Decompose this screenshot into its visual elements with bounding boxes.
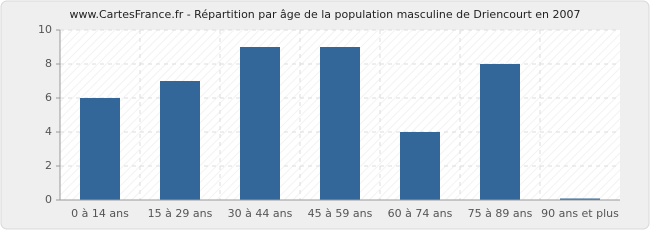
bar bbox=[400, 132, 440, 200]
x-tick-label: 90 ans et plus bbox=[541, 207, 619, 220]
x-tick-label: 60 à 74 ans bbox=[388, 207, 453, 220]
x-tick-label: 45 à 59 ans bbox=[308, 207, 373, 220]
x-tick-label: 75 à 89 ans bbox=[468, 207, 533, 220]
x-tick-label: 0 à 14 ans bbox=[71, 207, 129, 220]
chart-title: www.CartesFrance.fr - Répartition par âg… bbox=[70, 8, 581, 21]
bar bbox=[160, 81, 200, 200]
y-tick-label: 6 bbox=[45, 91, 52, 104]
bar bbox=[240, 47, 280, 200]
x-tick-label: 30 à 44 ans bbox=[228, 207, 293, 220]
y-tick-label: 10 bbox=[38, 23, 52, 36]
x-tick-label: 15 à 29 ans bbox=[148, 207, 213, 220]
chart: www.CartesFrance.fr - Répartition par âg… bbox=[0, 0, 650, 230]
y-tick-label: 8 bbox=[45, 57, 52, 70]
y-tick-label: 0 bbox=[45, 193, 52, 206]
y-tick-label: 2 bbox=[45, 159, 52, 172]
y-tick-label: 4 bbox=[45, 125, 52, 138]
bar bbox=[560, 198, 600, 200]
bar bbox=[80, 98, 120, 200]
bar bbox=[480, 64, 520, 200]
bar bbox=[320, 47, 360, 200]
